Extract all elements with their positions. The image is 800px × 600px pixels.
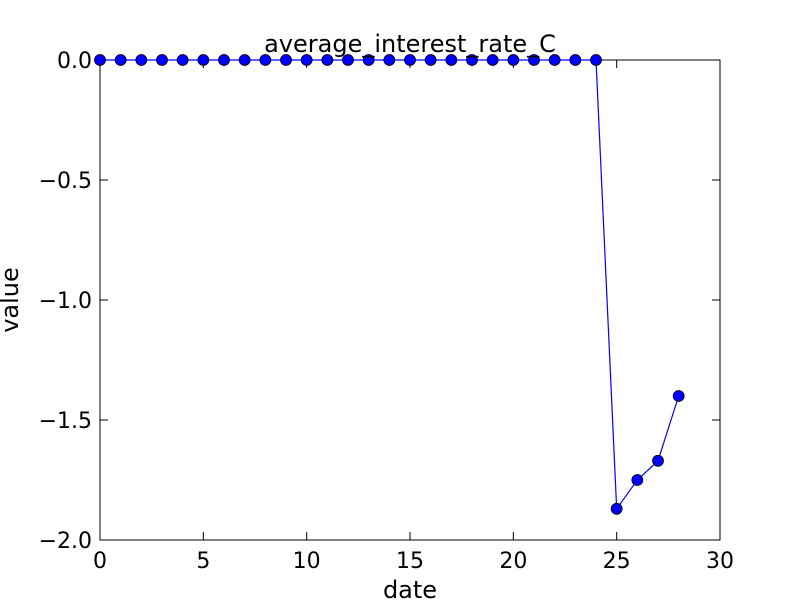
data-point [610,502,623,515]
y-tick-label: −0.5 [39,169,92,194]
data-point [238,54,251,66]
data-point [466,54,478,66]
y-tick-label: −2.0 [39,529,92,554]
data-point [507,54,520,66]
plot-frame [99,59,721,541]
x-tick-label: 0 [93,549,107,574]
data-point [424,54,437,66]
data-point [197,54,210,66]
data-point [156,54,168,66]
data-point [321,54,334,66]
data-point [672,390,685,402]
y-axis-title: value [0,267,24,333]
data-point [342,54,354,66]
x-tick-label: 25 [603,549,631,574]
data-point [528,54,540,66]
data-point [135,54,148,66]
data-point [486,54,499,66]
data-point [280,54,292,66]
x-tick-label: 15 [396,549,424,574]
x-axis-title: date [383,576,437,600]
y-tick-label: 0.0 [57,49,92,74]
plot-area: 0 5 10 15 20 25 30 0.0 −0.5 −1.0 −1.5 −2.0 [39,49,734,574]
data-point [218,54,230,66]
data-point [176,54,189,66]
data-point [259,54,272,66]
data-point [631,474,644,486]
data-point [362,54,375,66]
data-point [445,54,458,66]
data-point [590,54,602,66]
series-line [100,59,659,511]
x-tick-label: 5 [196,549,210,574]
data-point [94,54,106,66]
series-line [657,395,680,461]
data-point [652,454,664,467]
x-tick-label: 20 [499,549,527,574]
data-point [300,54,313,66]
chart-title: average_interest_rate_C [264,30,556,58]
y-tick-label: −1.0 [39,289,92,314]
x-tick-label: 30 [706,549,734,574]
data-point [114,54,127,66]
x-tick-label: 10 [293,549,321,574]
data-point [548,54,561,66]
data-point [404,54,416,66]
y-tick-label: −1.5 [39,409,92,434]
data-point [383,54,396,66]
data-point [569,54,582,66]
